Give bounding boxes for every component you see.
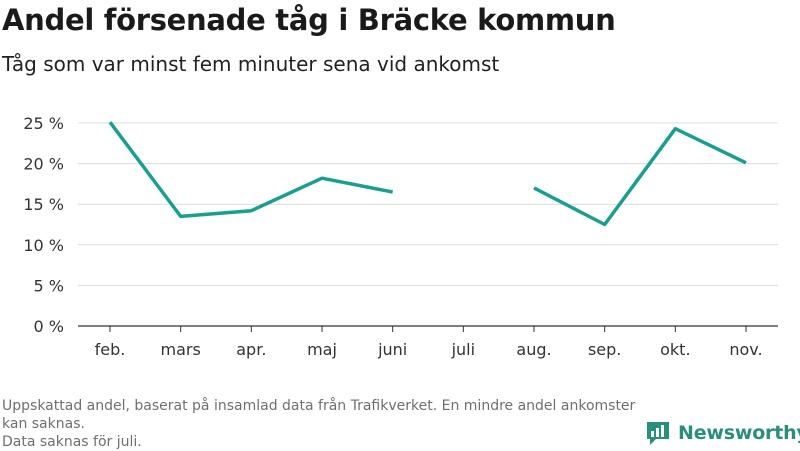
x-tick-label: feb. [95, 340, 126, 359]
x-tick-label: maj [307, 340, 337, 359]
y-tick-label: 5 % [34, 276, 64, 295]
footnote-line-missing: Data saknas för juli. [2, 434, 142, 450]
series-line [533, 126, 747, 227]
x-tick-label: juni [377, 340, 407, 359]
x-tick-label: nov. [729, 340, 762, 359]
x-tick-label: mars [161, 340, 201, 359]
footnote: Uppskattad andel, baserat på insamlad da… [2, 397, 642, 451]
newsworthy-logo-icon [647, 422, 669, 445]
x-tick-label: apr. [236, 340, 266, 359]
y-tick-label: 20 % [23, 155, 64, 174]
y-tick-label: 25 % [23, 114, 64, 133]
x-tick-label: aug. [516, 340, 551, 359]
x-tick-label: okt. [660, 340, 690, 359]
x-tick-label: juli [451, 340, 475, 359]
y-tick-label: 10 % [23, 236, 64, 255]
chart-title: Andel försenade tåg i Bräcke kommun [2, 3, 616, 37]
y-tick-label: 15 % [23, 195, 64, 214]
y-tick-label: 0 % [34, 317, 64, 336]
brand: Newsworthy [644, 418, 800, 448]
series-line [108, 121, 394, 219]
brand-name: Newsworthy [678, 422, 800, 444]
x-tick-label: sep. [588, 340, 621, 359]
footnote-line-source: Uppskattad andel, baserat på insamlad da… [2, 398, 636, 432]
chart-subtitle: Tåg som var minst fem minuter sena vid a… [2, 52, 500, 76]
line-chart: 0 % 5 % 10 % 15 % 20 % 25 % feb. mars apr. maj jun… [23, 114, 778, 359]
